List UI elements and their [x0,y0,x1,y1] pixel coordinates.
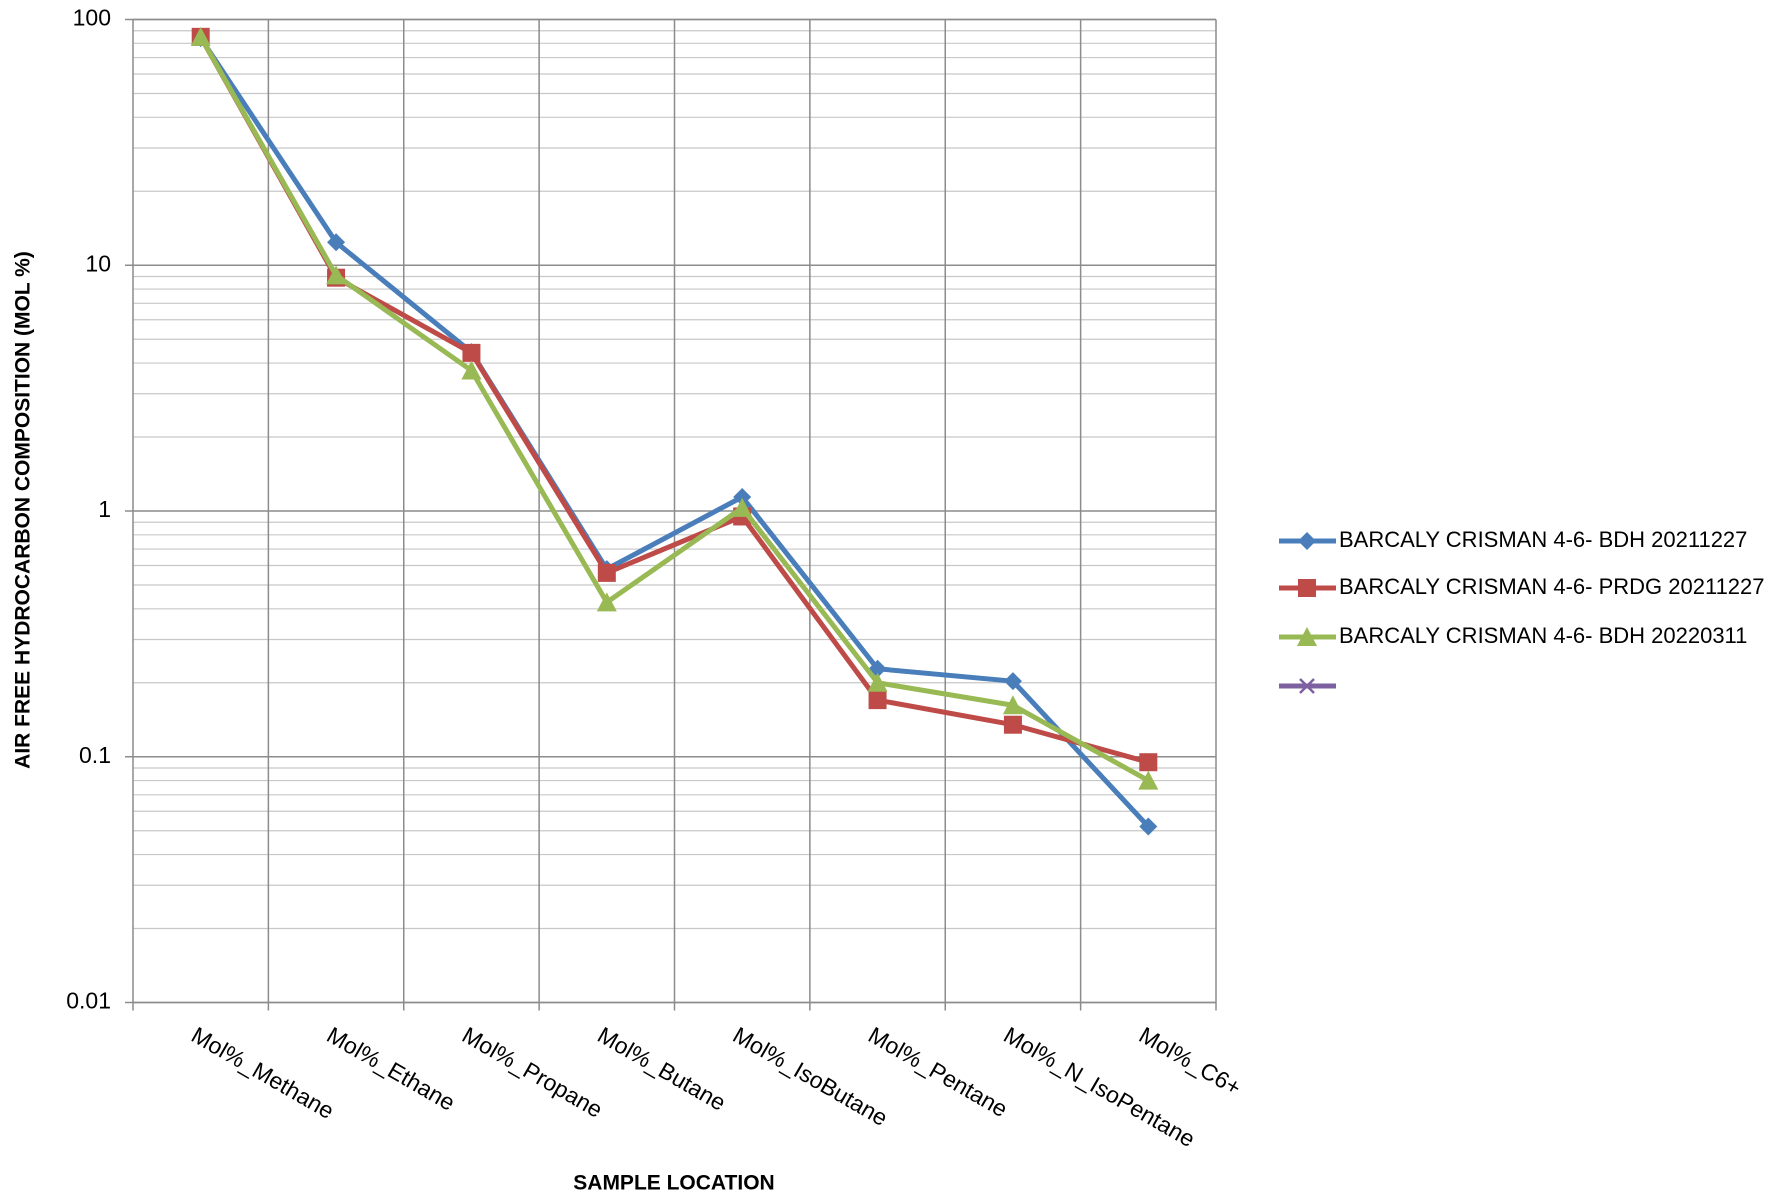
x-tick-label: Mol%_C6+ [1135,1022,1246,1101]
marker-triangle [190,26,211,46]
y-tick-label: 100 [73,5,111,31]
x-tick-label: Mol%_Propane [458,1022,607,1123]
marker-diamond [1139,817,1158,836]
series [190,26,1159,790]
marker-square [1003,715,1022,734]
marker-square [1298,579,1316,597]
marker-diamond [327,233,346,252]
x-tick-label: Mol%_Methane [187,1022,338,1124]
x-tick-label: Mol%_Ethane [323,1022,460,1116]
marker-triangle [867,672,888,692]
series-line [198,35,1150,783]
marker-square [462,343,481,362]
y-tick-label: 0.1 [79,742,111,768]
marker-triangle [1002,695,1023,715]
marker-diamond [733,488,752,507]
y-axis-title: AIR FREE HYDROCARBON COMPOSITION (MOL %) [12,251,35,769]
grid [133,18,1216,1004]
y-tick-label: 0.01 [66,988,111,1014]
legend-label: BARCALY CRISMAN 4-6- BDH 20220311 [1339,623,1747,648]
legend: BARCALY CRISMAN 4-6- BDH 20211227 BARCALY… [1279,527,1765,694]
legend-label: BARCALY CRISMAN 4-6- PRDG 20211227 [1339,574,1765,599]
y-tick-label: 10 [85,250,111,276]
marker-triangle [461,360,482,380]
marker-triangle [1297,627,1317,646]
series-line [198,36,1151,829]
marker-square [1139,753,1158,772]
marker-triangle [732,497,753,517]
y-tick-label: 1 [98,496,111,522]
x-tick-label: Mol%_Butane [593,1022,730,1116]
marker-diamond [1003,672,1022,691]
marker-triangle [1138,770,1159,790]
x-axis-title: SAMPLE LOCATION [573,1172,774,1195]
marker-diamond [1298,532,1316,550]
marker-triangle [596,592,617,612]
marker-triangle [326,265,347,285]
legend-label: BARCALY CRISMAN 4-6- BDH 20211227 [1339,527,1747,552]
marker-x [1299,678,1315,694]
marker-square [597,563,616,582]
marker-square [868,691,887,710]
